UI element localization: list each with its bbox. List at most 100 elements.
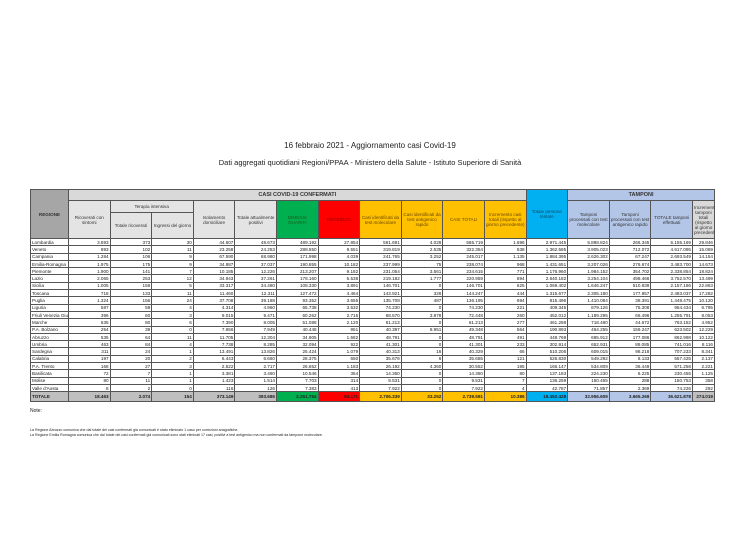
cell-region: Abruzzo (30, 332, 69, 342)
cell-tamponi-antigenico: 36.449 (608, 362, 652, 371)
cell-incremento-tamponi: 13.499 (691, 274, 715, 283)
cell-casi-totali: 565.719 (442, 237, 485, 247)
cell-incremento-tamponi: 2.221 (691, 362, 715, 371)
cell-tamponi-molecolare: 549.292 (567, 354, 610, 364)
cell-persone-testate: 2.971.445 (525, 237, 569, 247)
cell-region: Emilia-Romagna (30, 259, 69, 269)
cell-deceduti: 9.182 (317, 267, 361, 276)
cell-ti-ingressi: 4 (151, 303, 194, 312)
cell-isolamento: 34.887 (192, 259, 236, 269)
table-row: Emilia-Romagna 1.975 175 9 34.887 37.037 190.8… (30, 259, 715, 269)
cell-incremento-tamponi: 2.137 (691, 354, 715, 364)
cell-region: Piemonte (30, 267, 69, 276)
header-dimessi: DIMESSI GUARITI (275, 200, 319, 239)
cell-tamponi-antigenico: 177.857 (608, 289, 652, 298)
cell-casi-molecolare: 319.819 (359, 245, 402, 254)
cell-casi-molecolare: 68.570 (359, 310, 402, 320)
cell-incremento-casi: 10.386 (483, 391, 527, 403)
cell-incremento-casi: 1.135 (483, 252, 527, 261)
cell-casi-antigenico: 2.535 (400, 245, 444, 254)
cell-tamponi-antigenico: 498.466 (608, 274, 652, 283)
cell-ricoverati: 463 (68, 340, 111, 349)
cell-persone-testate: 815.496 (525, 296, 569, 305)
cell-incremento-casi: 444 (483, 289, 527, 298)
cell-attualmente-positivi: 12.226 (234, 267, 277, 276)
cell-ti-totale: 59 (109, 303, 153, 312)
cell-casi-antigenico: 3.561 (400, 267, 444, 276)
cell-ti-ingressi: 11 (151, 332, 194, 342)
cell-deceduti: 922 (317, 340, 361, 349)
table-row: Toscana 718 133 11 11.460 12.311 127.472 4.464 1… (30, 289, 715, 298)
cell-casi-molecolare: 231.054 (359, 267, 402, 276)
cell-tamponi-antigenico: 88.085 (608, 340, 652, 349)
header-isolamento: Isolamento domiciliare (192, 200, 236, 239)
header-casi-totali: CASI TOTALI (442, 200, 485, 239)
table-body: Lombardia 3.693 373 30 44.607 48.673 489.192 27… (30, 237, 715, 403)
cell-persone-testate: 136.259 (525, 376, 569, 385)
cell-dimessi: 171.998 (275, 252, 319, 261)
cell-tamponi-antigenico: 2.369 (608, 383, 652, 393)
cell-tamponi-antigenico: 276.674 (608, 259, 652, 269)
cell-persone-testate: 461.288 (525, 318, 569, 327)
cell-attualmente-positivi: 34.480 (234, 281, 277, 291)
cell-persone-testate: 42.787 (525, 383, 569, 393)
cell-tamponi-antigenico: 66.496 (608, 310, 652, 320)
cell-tamponi-molecolare: 534.809 (567, 362, 610, 371)
cell-incremento-casi: 277 (483, 318, 527, 327)
cell-tamponi-molecolare: 718.480 (567, 318, 610, 327)
cell-attualmente-positivi: 12.311 (234, 289, 277, 298)
cell-tamponi-molecolare: 32.956.609 (567, 391, 610, 403)
table-row: Liguria 587 59 4 4.314 4.960 65.738 3.532 74.230… (30, 303, 715, 312)
cell-tamponi-antigenico: 75.308 (608, 303, 652, 312)
cell-deceduti: 951 (317, 325, 361, 334)
cell-tamponi-antigenico: 98.218 (608, 347, 652, 356)
cell-casi-antigenico: 6 (400, 354, 444, 364)
cell-attualmente-positivi: 68.980 (234, 252, 277, 261)
cell-persone-testate: 1.431.651 (525, 259, 569, 269)
header-tamponi-antigenico: Tamponi processati con test antigenico r… (608, 200, 652, 239)
cell-casi-antigenico: 1.777 (400, 274, 444, 283)
cell-incremento-casi: 1.696 (483, 237, 527, 247)
cell-casi-molecolare: 41.301 (359, 340, 402, 349)
cell-persone-testate: 452.012 (525, 310, 569, 320)
cell-ti-totale: 7 (109, 369, 153, 378)
cell-totale-tamponi: 763.152 (650, 318, 693, 327)
cell-region: Veneto (30, 245, 69, 254)
table-row: Puglia 1.324 156 24 37.708 39.188 93.352 3.655 1… (30, 296, 715, 305)
cell-dimessi: 489.192 (275, 237, 319, 247)
cell-region: Umbria (30, 340, 69, 349)
cell-region: Puglia (30, 296, 69, 305)
cell-deceduti: 94.171 (317, 391, 361, 403)
notes: Note: La Regione Abruzzo comunica che da… (30, 408, 323, 438)
header-ti-ingressi: Ingressi del giorno (151, 212, 194, 239)
cell-dimessi: 28.375 (275, 354, 319, 364)
cell-casi-molecolare: 219.182 (359, 274, 402, 283)
cell-tamponi-molecolare: 1.410.084 (567, 296, 610, 305)
notes-heading: Note: (30, 408, 42, 414)
cell-casi-totali: 7.922 (442, 383, 485, 393)
cell-incremento-tamponi: 18.824 (691, 267, 715, 276)
cell-casi-antigenico: 326 (400, 289, 444, 298)
cell-totale-tamponi: 2.693.549 (650, 252, 693, 261)
cell-ti-totale: 84 (109, 340, 153, 349)
header-region: REGIONE (30, 189, 69, 239)
cell-incremento-tamponi: 15.069 (691, 245, 715, 254)
cell-casi-molecolare: 143.921 (359, 289, 402, 298)
cell-ti-ingressi: 3 (151, 310, 194, 320)
cell-ti-totale: 106 (109, 252, 153, 261)
cell-attualmente-positivi: 7.949 (234, 325, 277, 334)
cell-isolamento: 7.390 (192, 318, 236, 327)
table-row: Piemonte 1.900 141 7 10.185 12.226 213.207 9.18… (30, 267, 715, 276)
cell-dimessi: 7.703 (275, 376, 319, 385)
table-row: Campania 1.284 106 9 67.590 68.980 171.998 4.03… (30, 252, 715, 261)
header-attualmente-positivi: Totale attualmente positivi (234, 200, 277, 239)
cell-ti-ingressi: 1 (151, 369, 194, 378)
cell-isolamento: 4.314 (192, 303, 236, 312)
cell-ti-ingressi: 6 (151, 318, 194, 327)
cell-isolamento: 13.491 (192, 347, 236, 356)
cell-incremento-tamponi: 10.120 (691, 296, 715, 305)
cell-persone-testate: 1.069.402 (525, 281, 569, 291)
cell-tamponi-molecolare: 3.254.104 (567, 274, 610, 283)
cell-tamponi-molecolare: 3.905.023 (567, 245, 610, 254)
cell-dimessi: 7.383 (275, 383, 319, 393)
